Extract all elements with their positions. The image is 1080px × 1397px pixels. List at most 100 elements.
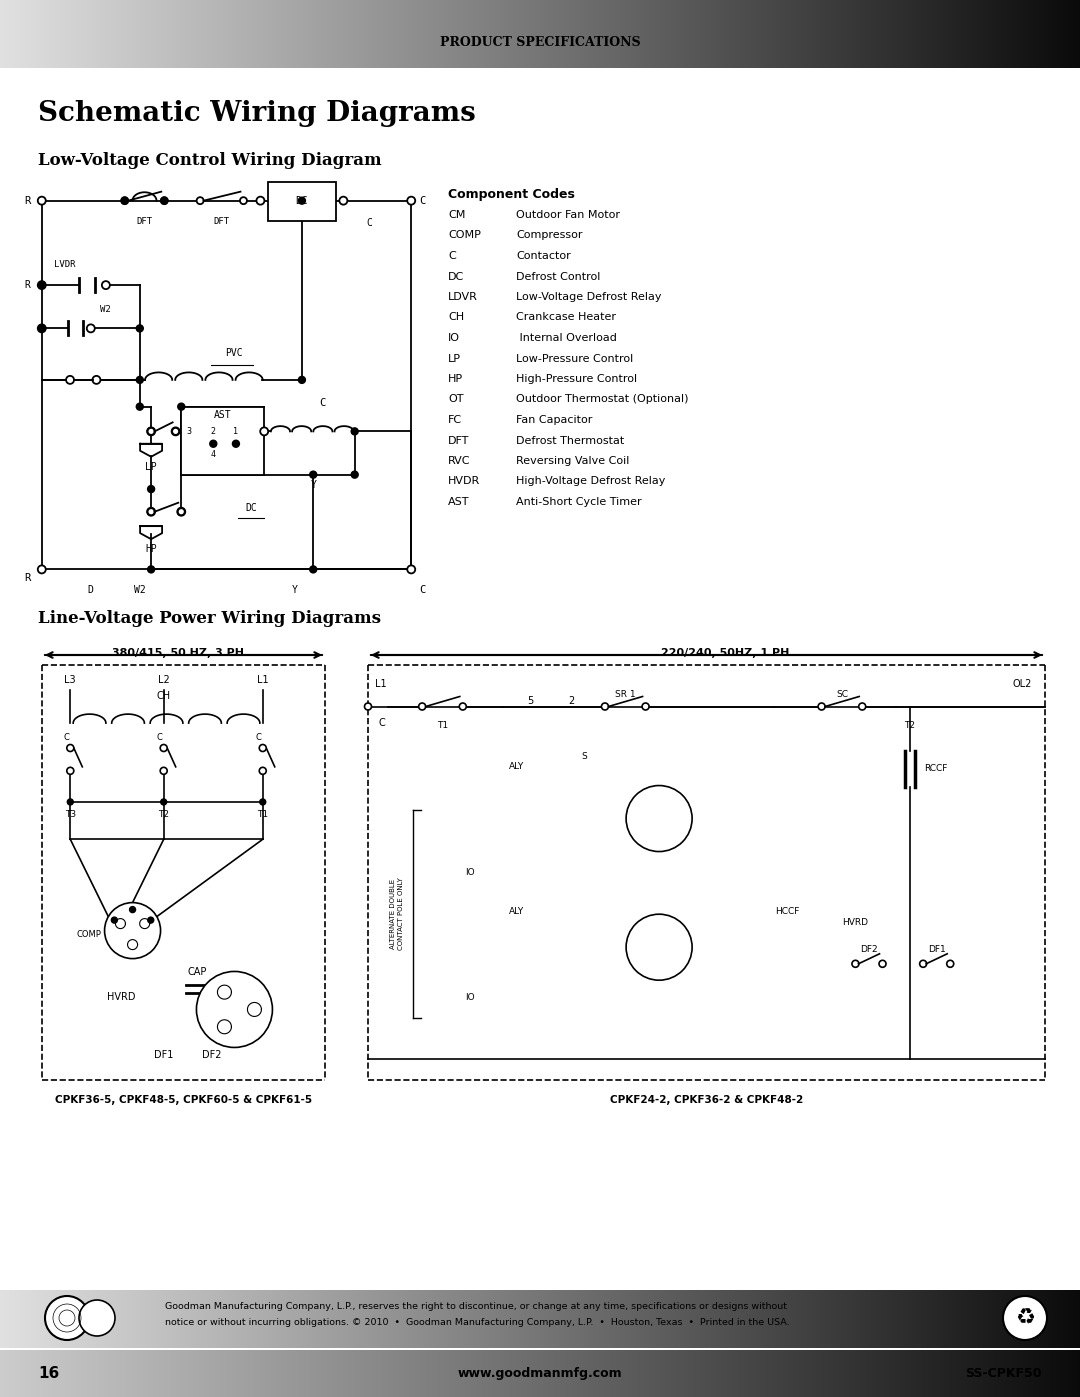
Circle shape xyxy=(818,703,825,710)
Circle shape xyxy=(93,376,100,384)
Text: DF2: DF2 xyxy=(860,946,878,954)
Text: W2: W2 xyxy=(134,585,146,595)
Circle shape xyxy=(172,427,179,436)
Circle shape xyxy=(626,914,692,981)
Circle shape xyxy=(67,745,73,752)
Text: IO: IO xyxy=(464,992,474,1002)
Text: DC: DC xyxy=(245,503,257,513)
Text: 380/415, 50 HZ, 3 PH: 380/415, 50 HZ, 3 PH xyxy=(112,648,244,658)
Text: OT: OT xyxy=(448,394,463,405)
Text: DFT: DFT xyxy=(136,217,152,226)
Text: HP: HP xyxy=(145,545,157,555)
Circle shape xyxy=(256,197,265,204)
Circle shape xyxy=(38,324,45,332)
Circle shape xyxy=(626,785,692,852)
Circle shape xyxy=(38,281,45,289)
Text: Component Codes: Component Codes xyxy=(448,189,575,201)
Text: DFT: DFT xyxy=(448,436,470,446)
Text: High-Voltage Defrost Relay: High-Voltage Defrost Relay xyxy=(516,476,665,486)
Text: 4: 4 xyxy=(211,450,216,458)
Text: Goodman Manufacturing Company, L.P., reserves the right to discontinue, or chang: Goodman Manufacturing Company, L.P., res… xyxy=(165,1302,787,1310)
Text: T1: T1 xyxy=(257,810,268,819)
Text: HCCF: HCCF xyxy=(775,908,800,916)
Text: C: C xyxy=(419,196,426,205)
Text: DF2: DF2 xyxy=(202,1051,221,1060)
Circle shape xyxy=(86,324,95,332)
Text: 3: 3 xyxy=(187,427,191,436)
Text: L1: L1 xyxy=(257,675,269,685)
Circle shape xyxy=(160,745,167,752)
Circle shape xyxy=(121,197,129,204)
Text: MOTOR: MOTOR xyxy=(216,1004,253,1014)
Text: ♻: ♻ xyxy=(1015,1308,1035,1329)
Text: CM: CM xyxy=(652,947,666,957)
Text: SS-CPKF50: SS-CPKF50 xyxy=(966,1368,1042,1380)
Text: C: C xyxy=(256,733,261,742)
Text: COMP: COMP xyxy=(77,930,102,939)
Text: CH: CH xyxy=(157,692,171,701)
Circle shape xyxy=(1003,1296,1047,1340)
Circle shape xyxy=(105,902,161,958)
Circle shape xyxy=(407,566,415,573)
Text: PVC: PVC xyxy=(226,348,243,358)
Text: 2: 2 xyxy=(211,427,216,436)
Text: Low-Voltage Control Wiring Diagram: Low-Voltage Control Wiring Diagram xyxy=(38,152,381,169)
Circle shape xyxy=(351,427,359,434)
Text: C: C xyxy=(320,398,326,408)
Text: notice or without incurring obligations. © 2010  •  Goodman Manufacturing Compan: notice or without incurring obligations.… xyxy=(165,1317,789,1327)
Circle shape xyxy=(136,376,144,383)
Circle shape xyxy=(643,703,649,710)
Circle shape xyxy=(920,960,927,967)
Text: Outdoor Thermostat (Optional): Outdoor Thermostat (Optional) xyxy=(516,394,689,405)
Text: R: R xyxy=(651,828,658,837)
Text: AST: AST xyxy=(214,409,231,420)
Text: COMP: COMP xyxy=(120,926,146,935)
Circle shape xyxy=(148,486,154,493)
Text: Schematic Wiring Diagrams: Schematic Wiring Diagrams xyxy=(38,101,476,127)
Text: Defrost Thermostat: Defrost Thermostat xyxy=(516,436,624,446)
Text: Y: Y xyxy=(292,585,297,595)
Circle shape xyxy=(148,916,153,923)
Text: 1: 1 xyxy=(233,427,239,436)
Text: Anti-Short Cycle Timer: Anti-Short Cycle Timer xyxy=(516,497,642,507)
Text: T2: T2 xyxy=(904,721,915,729)
Text: COMP: COMP xyxy=(646,819,672,828)
Circle shape xyxy=(148,566,154,573)
Circle shape xyxy=(310,471,316,478)
Circle shape xyxy=(407,197,415,204)
Circle shape xyxy=(121,197,129,204)
Text: LP: LP xyxy=(145,462,157,472)
Text: LVDR: LVDR xyxy=(54,260,76,270)
Circle shape xyxy=(66,376,75,384)
Circle shape xyxy=(232,440,240,447)
Circle shape xyxy=(148,509,154,515)
Text: R: R xyxy=(24,196,30,205)
Text: C: C xyxy=(367,218,373,228)
Text: FC: FC xyxy=(448,415,462,425)
Circle shape xyxy=(136,404,144,411)
Text: C: C xyxy=(378,718,384,728)
Text: DF1: DF1 xyxy=(928,946,946,954)
Circle shape xyxy=(310,566,316,573)
Text: LDVR: LDVR xyxy=(448,292,477,302)
Text: D: D xyxy=(87,585,94,595)
Bar xyxy=(181,407,265,475)
Text: AST: AST xyxy=(448,497,470,507)
Circle shape xyxy=(161,799,166,805)
Circle shape xyxy=(148,427,154,434)
Text: DF1: DF1 xyxy=(154,1051,174,1060)
Circle shape xyxy=(177,507,186,515)
Circle shape xyxy=(161,197,167,204)
Circle shape xyxy=(240,197,247,204)
Circle shape xyxy=(38,566,45,573)
Text: OL2: OL2 xyxy=(1012,679,1031,689)
Text: Outdoor Fan Motor: Outdoor Fan Motor xyxy=(516,210,620,219)
Circle shape xyxy=(178,509,185,515)
Text: T1: T1 xyxy=(437,721,448,729)
Text: SC: SC xyxy=(836,690,848,698)
Text: CM: CM xyxy=(448,210,465,219)
Text: LP: LP xyxy=(448,353,461,363)
Text: R: R xyxy=(25,281,30,291)
Circle shape xyxy=(365,703,372,710)
Circle shape xyxy=(210,440,217,447)
